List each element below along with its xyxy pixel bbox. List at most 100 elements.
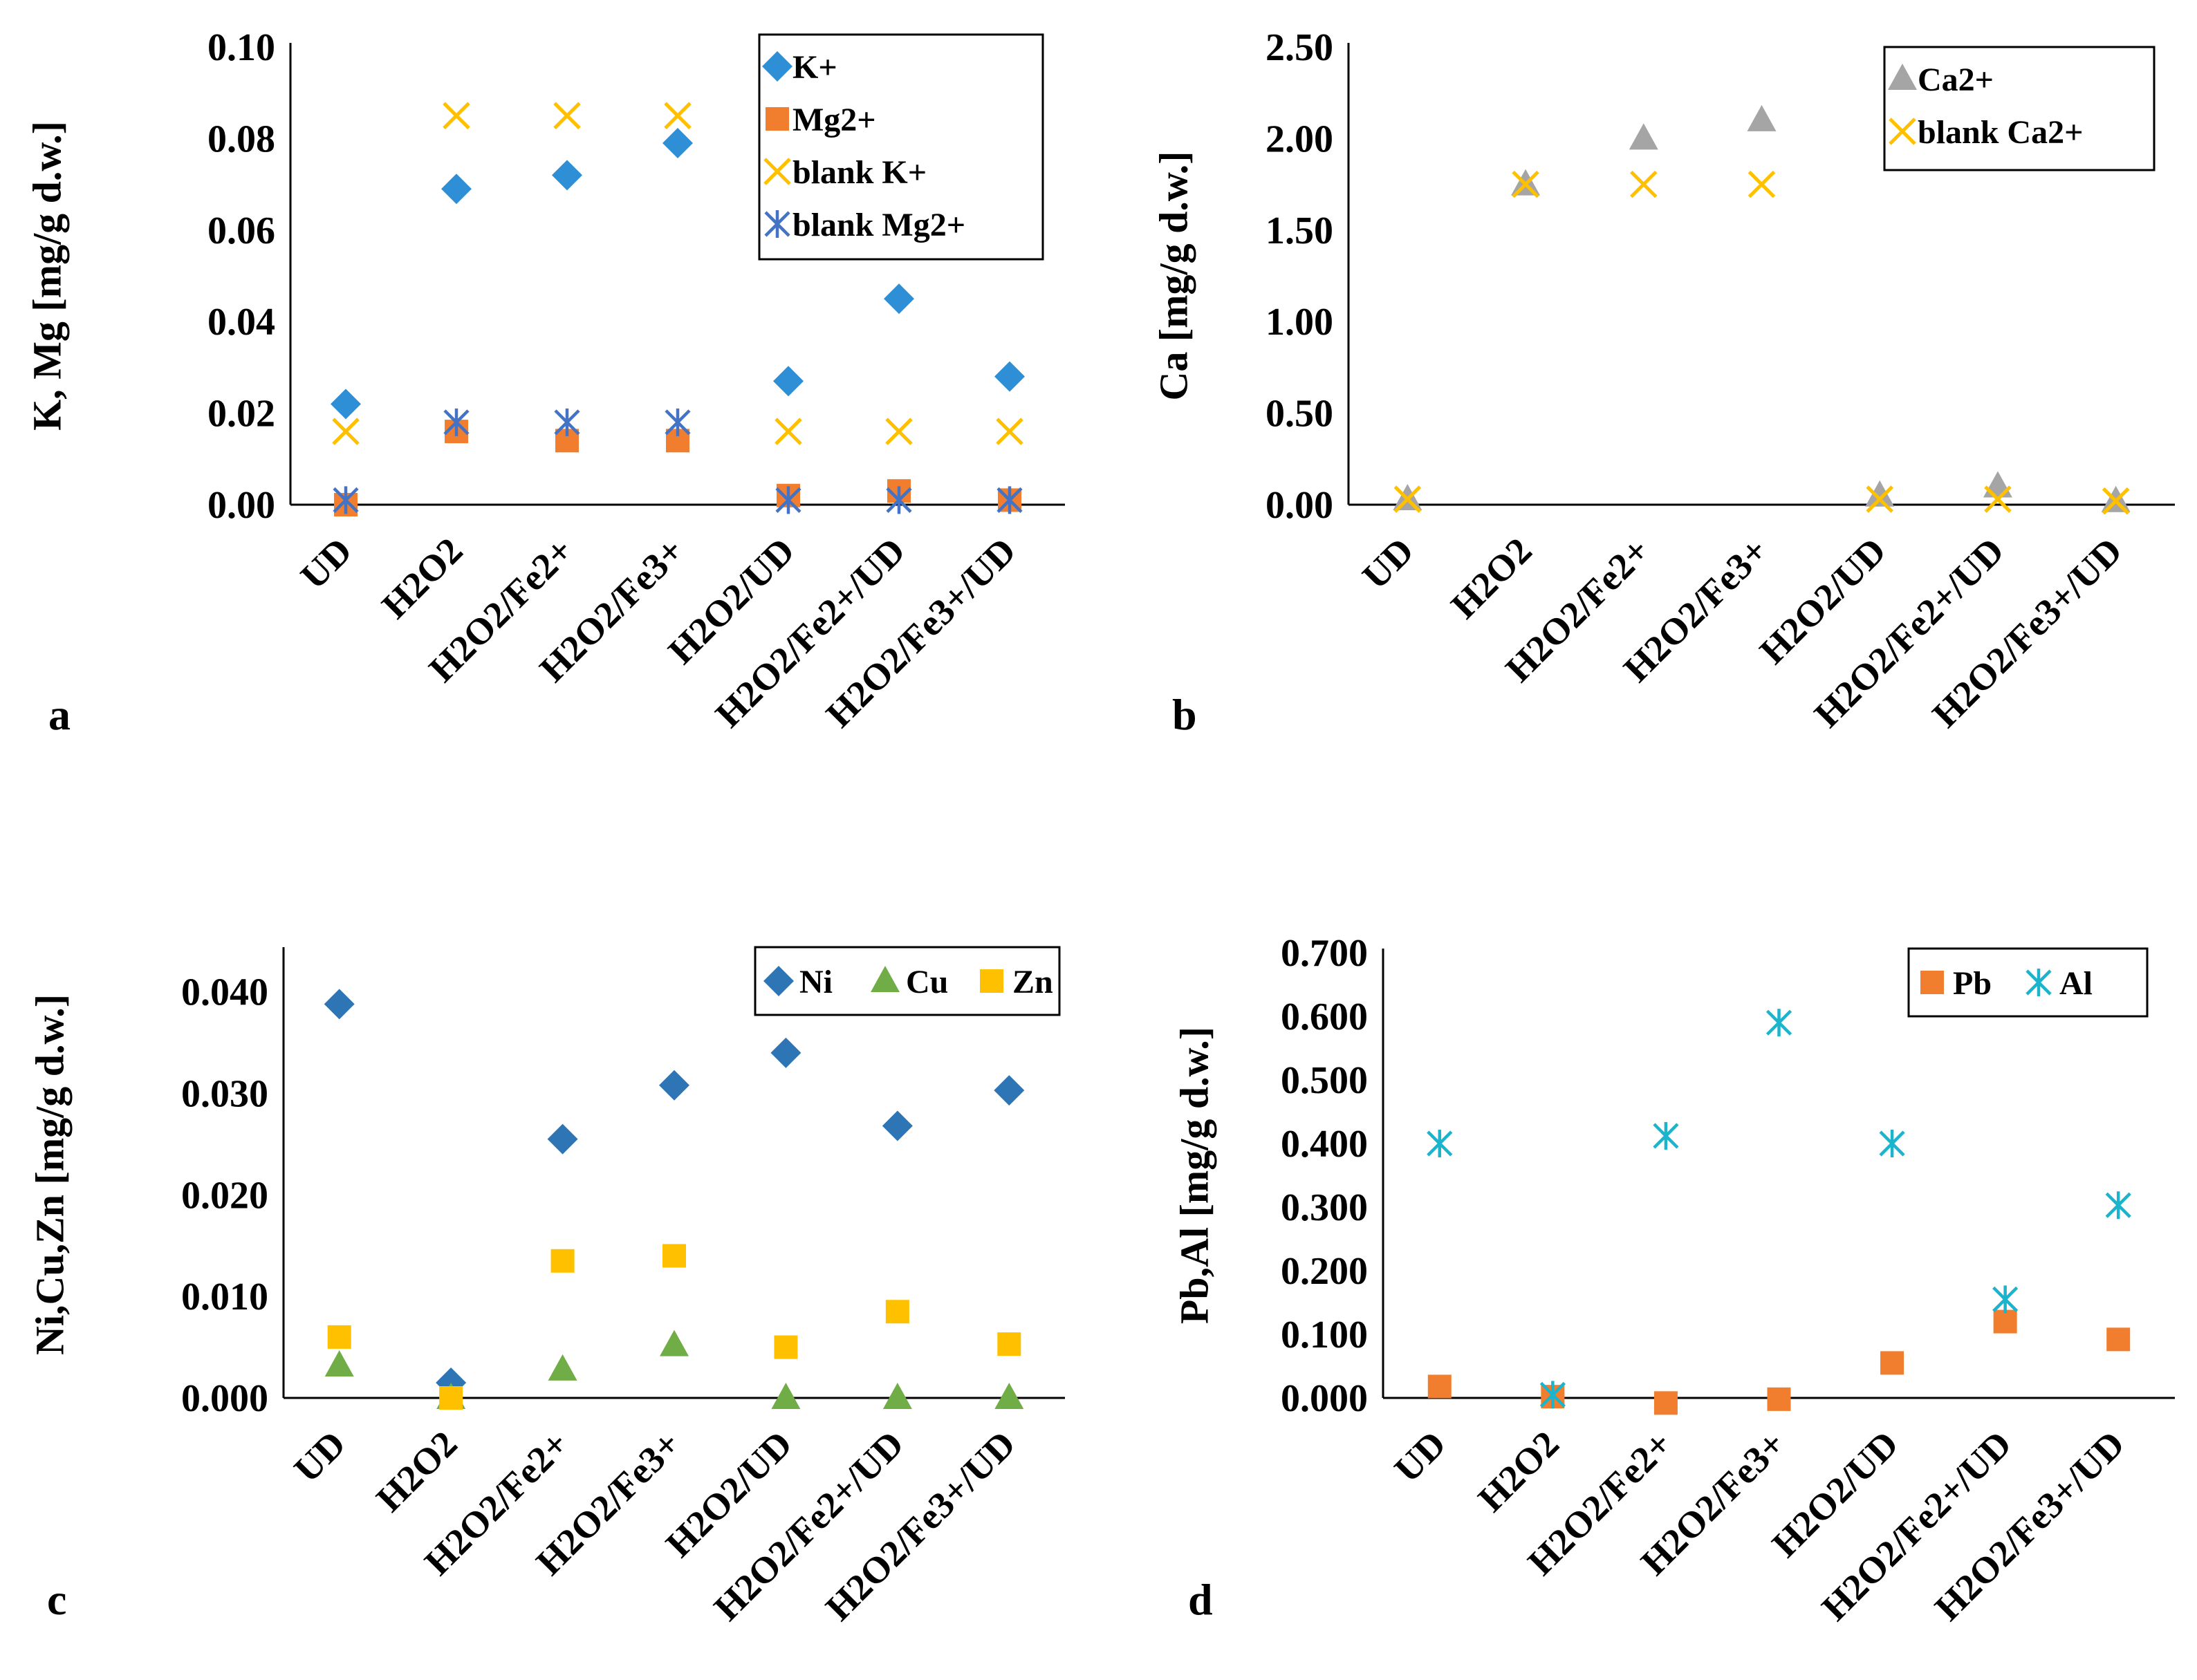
data-point-c-2-2	[550, 1249, 575, 1273]
data-point-b-1-4	[1866, 485, 1893, 513]
legend-marker-a-2	[763, 158, 791, 185]
data-point-c-2-0	[327, 1325, 351, 1349]
x-category-label-c: H2O2/Fe2+/UD	[706, 1423, 912, 1629]
data-point-c-2-4	[774, 1335, 798, 1359]
y-tick-label-b: 1.00	[1266, 301, 1333, 344]
legend-box-c	[754, 946, 1061, 1016]
series-c-0	[324, 989, 1025, 1398]
data-point-d-0-4	[1880, 1351, 1904, 1375]
data-point-d-1-2	[1653, 1121, 1679, 1150]
data-point-b-1-5	[1984, 485, 2012, 513]
x-category-label-c: H2O2/Fe3+/UD	[817, 1423, 1023, 1629]
data-point-c-0-3	[659, 1070, 689, 1101]
data-point-b-1-6	[2102, 487, 2130, 515]
y-axis-title-a: K, Mg [mg/g d.w.]	[25, 121, 70, 431]
chart-panel-a: 0.00 0.02 0.04 0.06 0.08 0.10 K, Mg [mg/g d.w.…	[25, 26, 1065, 739]
y-tick-label-c: 0.010	[181, 1276, 268, 1318]
legend-box-a	[758, 33, 1044, 261]
legend-c: Ni Cu Zn	[754, 946, 1061, 1016]
legend-marker-d-0	[1920, 971, 1944, 994]
legend-marker-d-1	[2025, 969, 2052, 996]
data-point-b-0-3	[1747, 104, 1777, 131]
data-point-a-3-6	[996, 486, 1023, 514]
legend-label-d-1: Al	[2059, 965, 2093, 1002]
series-b-1	[1393, 170, 2130, 515]
data-point-c-2-6	[997, 1332, 1021, 1356]
data-point-a-0-4	[773, 366, 804, 397]
legend-marker-c-2	[980, 969, 1003, 993]
data-point-d-1-3	[1765, 1009, 1792, 1037]
data-point-d-1-1	[1539, 1381, 1566, 1409]
y-tick-label-c: 0.040	[181, 971, 268, 1014]
data-point-a-3-1	[443, 408, 470, 436]
y-tick-label-a: 0.10	[207, 26, 275, 69]
legend-label-b-0: Ca2+	[1918, 62, 1994, 98]
data-point-a-2-4	[775, 418, 802, 445]
series-d-0	[1427, 1309, 2131, 1415]
data-point-c-2-5	[885, 1300, 909, 1324]
data-point-a-2-3	[664, 102, 692, 130]
panel-label-c: c	[47, 1575, 66, 1624]
legend-marker-a-0	[762, 51, 792, 82]
data-point-b-0-2	[1629, 123, 1658, 150]
data-point-d-0-0	[1427, 1374, 1452, 1399]
legend-a: K+ Mg2+ blank K+ blank Mg2+	[758, 33, 1044, 261]
data-point-c-1-0	[324, 1350, 354, 1377]
data-point-c-1-5	[882, 1383, 912, 1409]
x-category-label-c: UD	[286, 1423, 354, 1491]
data-point-a-0-3	[662, 128, 693, 159]
y-tick-label-a: 0.02	[207, 393, 275, 436]
y-tick-label-b: 0.00	[1266, 484, 1333, 527]
legend-marker-b-0	[1888, 64, 1917, 90]
y-tick-label-a: 0.06	[207, 209, 275, 252]
legend-label-d-0: Pb	[1953, 965, 1992, 1002]
legend-label-c-2: Zn	[1012, 964, 1053, 1000]
y-tick-label-a: 0.00	[207, 484, 275, 527]
data-point-c-0-0	[324, 989, 355, 1020]
legend-marker-c-1	[871, 966, 900, 992]
data-point-b-1-2	[1630, 170, 1658, 198]
y-tick-label-d: 0.400	[1281, 1123, 1368, 1166]
y-axis-title-c: Ni,Cu,Zn [mg/g d.w.]	[28, 994, 73, 1355]
series-a-3	[333, 408, 1023, 514]
data-point-a-3-5	[886, 486, 912, 514]
panel-label-b: b	[1172, 690, 1197, 739]
data-point-a-0-0	[331, 389, 361, 420]
data-point-a-3-4	[775, 486, 801, 514]
data-point-b-1-1	[1512, 170, 1539, 198]
legend-label-a-0: K+	[792, 49, 837, 86]
y-tick-label-b: 2.00	[1266, 118, 1333, 160]
x-category-label-b: H2O2	[1443, 530, 1540, 626]
x-category-label-b: UD	[1354, 530, 1422, 597]
x-category-label-c: H2O2	[369, 1423, 465, 1520]
y-tick-label-d: 0.100	[1281, 1314, 1368, 1356]
data-point-d-1-4	[1879, 1130, 1905, 1157]
data-point-c-0-4	[770, 1037, 801, 1068]
series-c-2	[327, 1244, 1021, 1410]
data-point-c-1-2	[548, 1354, 577, 1381]
data-point-b-1-3	[1748, 170, 1776, 198]
y-tick-label-c: 0.000	[181, 1377, 268, 1420]
legend-label-b-1: blank Ca2+	[1918, 114, 2083, 151]
y-tick-label-b: 0.50	[1266, 393, 1333, 436]
data-point-b-1-0	[1393, 485, 1422, 513]
y-axis-title-b: Ca [mg/g d.w.]	[1151, 151, 1196, 401]
panel-label-a: a	[48, 690, 71, 739]
legend-marker-a-1	[766, 107, 789, 131]
data-point-a-0-6	[994, 361, 1025, 392]
data-point-a-2-0	[332, 418, 360, 445]
data-point-a-0-1	[441, 174, 472, 205]
legend-box-d	[1907, 947, 2149, 1018]
y-tick-label-d: 0.200	[1281, 1250, 1368, 1293]
chart-panel-d: 0.000 0.100 0.200 0.300 0.400 0.500 0.600 0.700…	[1172, 932, 2175, 1629]
x-category-label-a: H2O2/Fe2+/UD	[707, 530, 914, 736]
series-a-2	[332, 102, 1023, 445]
x-category-label-a: UD	[293, 530, 360, 597]
legend-label-a-3: blank Mg2+	[792, 207, 965, 243]
y-tick-label-c: 0.030	[181, 1073, 268, 1116]
y-tick-label-c: 0.020	[181, 1174, 268, 1217]
data-point-a-3-3	[665, 408, 691, 436]
y-tick-label-a: 0.04	[207, 301, 275, 344]
x-category-label-a: H2O2/Fe3+/UD	[818, 530, 1024, 736]
data-point-d-0-2	[1653, 1391, 1678, 1415]
